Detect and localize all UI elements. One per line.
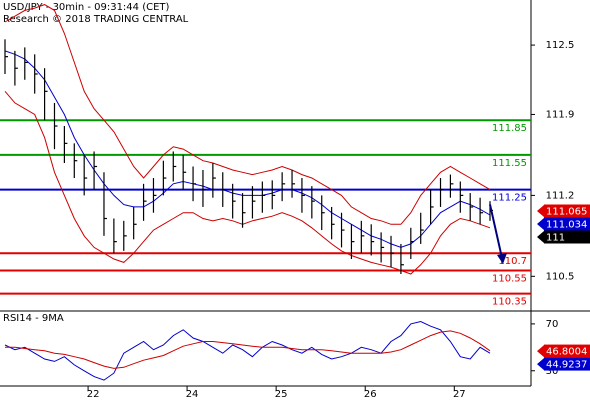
x-tick-label: 26 [364, 389, 377, 400]
price-tag-label: 111.034 [546, 219, 587, 230]
indicator-line [4, 4, 491, 225]
level-label: 110.35 [492, 297, 527, 308]
rsi-line [4, 320, 491, 381]
x-tick-label: 27 [453, 389, 466, 400]
price-tag [544, 230, 590, 244]
y-tick-label: 111.9 [546, 109, 575, 120]
x-tick-label: 24 [186, 389, 199, 400]
indicator-line [4, 90, 491, 275]
price-tag-pointer [537, 217, 544, 230]
rsi-title: RSI14 - 9MA [3, 313, 64, 324]
rsi-line [5, 330, 491, 369]
price-tag [544, 204, 590, 218]
price-tag-label: 111 [546, 232, 565, 243]
price-tag-pointer [537, 230, 544, 243]
level-label: 110.7 [498, 256, 527, 267]
price-tag [544, 344, 590, 358]
price-tag-label: 44.9237 [546, 360, 587, 371]
price-tag-pointer [537, 358, 544, 371]
forecast-arrow-head [497, 253, 507, 264]
rsi-tick-label: 70 [546, 319, 559, 330]
y-tick-label: 110.5 [546, 271, 575, 282]
level-label: 111.55 [492, 158, 527, 169]
chart-title: USD/JPY - 30min - 09:31:44 (CET) [3, 2, 170, 13]
price-tag-pointer [537, 204, 544, 217]
forecast-arrow [489, 204, 503, 259]
price-tag-label: 46.8004 [546, 347, 587, 358]
level-label: 111.25 [492, 193, 527, 204]
x-tick-label: 25 [275, 389, 288, 400]
rsi-tick-label: 30 [546, 366, 559, 377]
level-label: 111.85 [492, 123, 527, 134]
price-tag [544, 357, 590, 371]
price-tag [544, 217, 590, 231]
chart-subtitle: Research © 2018 TRADING CENTRAL [3, 14, 189, 25]
x-tick-label: 22 [87, 389, 100, 400]
price-tag-pointer [537, 345, 544, 358]
y-tick-label: 111.2 [546, 190, 575, 201]
indicator-line [4, 50, 491, 248]
level-label: 110.55 [492, 274, 527, 285]
price-tag-label: 111.065 [546, 206, 587, 217]
y-tick-label: 112.5 [546, 40, 575, 51]
